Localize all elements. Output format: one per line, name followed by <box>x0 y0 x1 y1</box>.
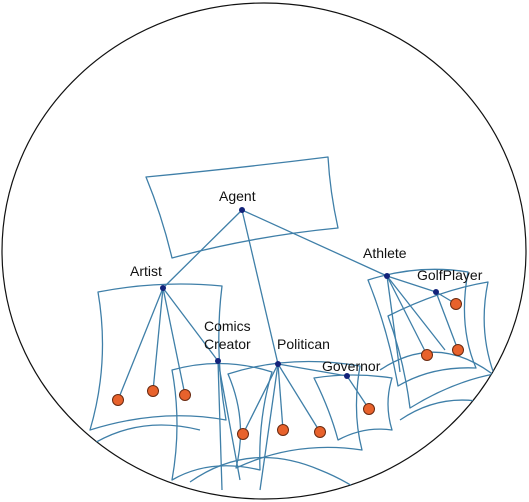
edge-comics-creator-down-2 <box>217 360 241 481</box>
governor-label: Governor <box>322 358 381 374</box>
concept-labels: Agent Artist Athlete GolfPlayer Comics C… <box>130 188 483 374</box>
governor-region <box>313 374 393 441</box>
golfplayer-instance-2 <box>452 344 464 356</box>
artist-node <box>160 285 166 291</box>
artist-instance-2 <box>147 385 159 397</box>
edge-politican-governor <box>277 363 348 377</box>
edge-artist-leaf-3 <box>162 287 186 396</box>
golfplayer-node <box>433 289 439 295</box>
comics-creator-region <box>171 362 273 481</box>
politican-node <box>275 361 281 367</box>
comics-creator-node <box>215 358 221 364</box>
edge-agent-athlete <box>241 209 388 277</box>
edge-athlete-down-1 <box>386 275 401 373</box>
edges-layer <box>117 209 459 491</box>
edge-athlete-golfplayer <box>386 275 437 293</box>
edge-agent-artist <box>162 209 243 289</box>
artist-label: Artist <box>130 263 162 279</box>
golfplayer-label: GolfPlayer <box>417 267 483 283</box>
leaf-instances <box>112 298 464 440</box>
edge-politican-leaf-1 <box>242 363 279 435</box>
edge-athlete-down-2 <box>386 275 446 351</box>
edge-agent-politican <box>241 209 279 365</box>
agent-label: Agent <box>219 188 256 204</box>
athlete-instance-1 <box>421 349 433 361</box>
edge-governor-leaf <box>346 375 370 410</box>
edge-artist-leaf-1 <box>117 287 164 401</box>
athlete-lower-arc <box>379 351 501 381</box>
golfplayer-instance-1 <box>450 298 462 310</box>
politican-instance-3 <box>314 426 326 438</box>
edge-artist-leaf-2 <box>152 287 164 392</box>
edge-politican-leaf-3 <box>277 363 321 433</box>
comics-label-line-2: Creator <box>204 336 251 352</box>
politican-instance-2 <box>277 424 289 436</box>
agent-node <box>239 207 245 213</box>
governor-instance-1 <box>363 403 375 415</box>
agent-region <box>145 156 339 259</box>
artist-instance-1 <box>112 394 124 406</box>
edge-politican-leaf-2 <box>277 363 284 431</box>
comics-label-line-1: Comics <box>204 318 251 334</box>
edge-politican-down <box>259 363 279 491</box>
politican-instance-1 <box>237 428 249 440</box>
athlete-node <box>384 273 390 279</box>
governor-node <box>344 373 350 379</box>
concept-nodes <box>160 207 439 379</box>
edge-comics-creator-down-1 <box>217 360 223 491</box>
edge-artist-comics-creator <box>162 287 219 362</box>
artist-region <box>89 283 227 431</box>
politican-label: Politican <box>277 336 330 352</box>
artist-instance-3 <box>179 389 191 401</box>
politican-region <box>227 360 363 469</box>
athlete-label: Athlete <box>363 245 407 261</box>
edge-golfplayer-leaf-2 <box>435 291 459 351</box>
athlete-region <box>367 268 477 387</box>
edge-athlete-leaf-1 <box>386 275 428 356</box>
